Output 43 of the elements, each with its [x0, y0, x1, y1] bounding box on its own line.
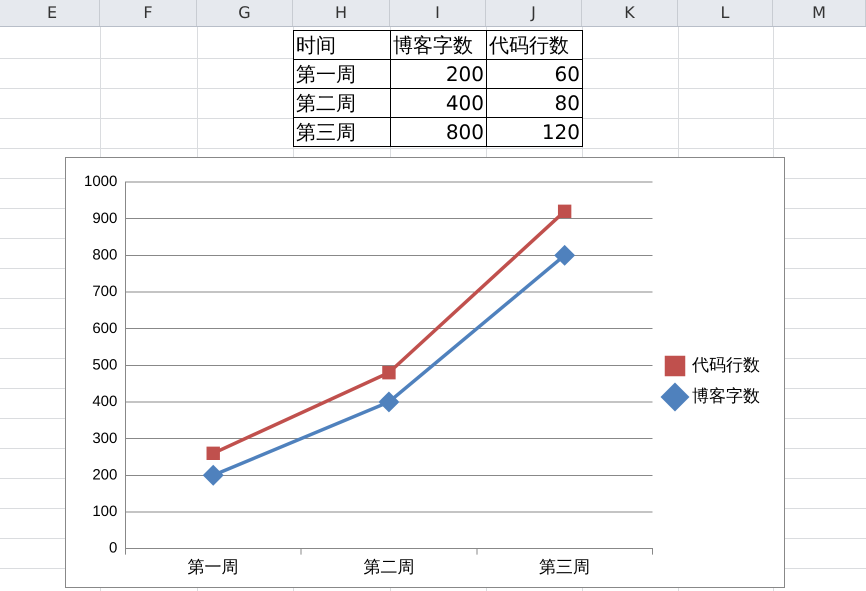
y-tick-label: 500 — [92, 356, 118, 374]
point — [379, 392, 399, 412]
x-tick-label: 第二周 — [363, 557, 414, 576]
data-label: 400 — [390, 88, 486, 118]
text: I — [390, 0, 486, 26]
text: J — [486, 0, 582, 26]
text: G — [197, 0, 293, 26]
y-tick-label: 900 — [92, 210, 118, 227]
point — [558, 204, 572, 218]
y-tick-label: 700 — [92, 283, 118, 300]
x-tick-label: 第三周 — [539, 557, 590, 576]
category-label: 第二周 — [294, 88, 390, 118]
point — [203, 466, 223, 486]
point — [382, 366, 396, 380]
y-tick-label: 100 — [92, 503, 118, 520]
text: E — [5, 0, 100, 26]
data-label: 200 — [390, 60, 486, 88]
y-tick-label: 1000 — [84, 173, 118, 190]
legend-label: 代码行数 — [486, 30, 582, 60]
category-label: 第一周 — [294, 60, 390, 88]
category-label: 第三周 — [294, 118, 390, 146]
text: H — [293, 0, 390, 26]
point — [206, 446, 220, 460]
y-tick-label: 600 — [92, 320, 118, 337]
text: 时间 — [294, 30, 390, 60]
y-tick-label: 800 — [92, 246, 118, 264]
text: F — [100, 0, 197, 26]
y-tick-label: 200 — [92, 466, 118, 484]
series-label: 博客字数 — [390, 30, 486, 60]
legend-label: 博客字数 — [692, 386, 760, 406]
x-tick-label: 第一周 — [188, 557, 239, 576]
text: K — [582, 0, 678, 26]
text: L — [678, 0, 773, 26]
point — [554, 246, 574, 266]
data-label: 120 — [486, 118, 582, 146]
data-label: 60 — [486, 60, 582, 88]
text: M — [773, 0, 866, 26]
legend-label: 代码行数 — [691, 356, 760, 375]
data-label: 800 — [390, 118, 486, 146]
y-tick-label: 0 — [109, 540, 118, 557]
data-label: 80 — [486, 88, 582, 118]
y-tick-label: 300 — [92, 430, 118, 447]
y-tick-label: 400 — [92, 393, 118, 410]
